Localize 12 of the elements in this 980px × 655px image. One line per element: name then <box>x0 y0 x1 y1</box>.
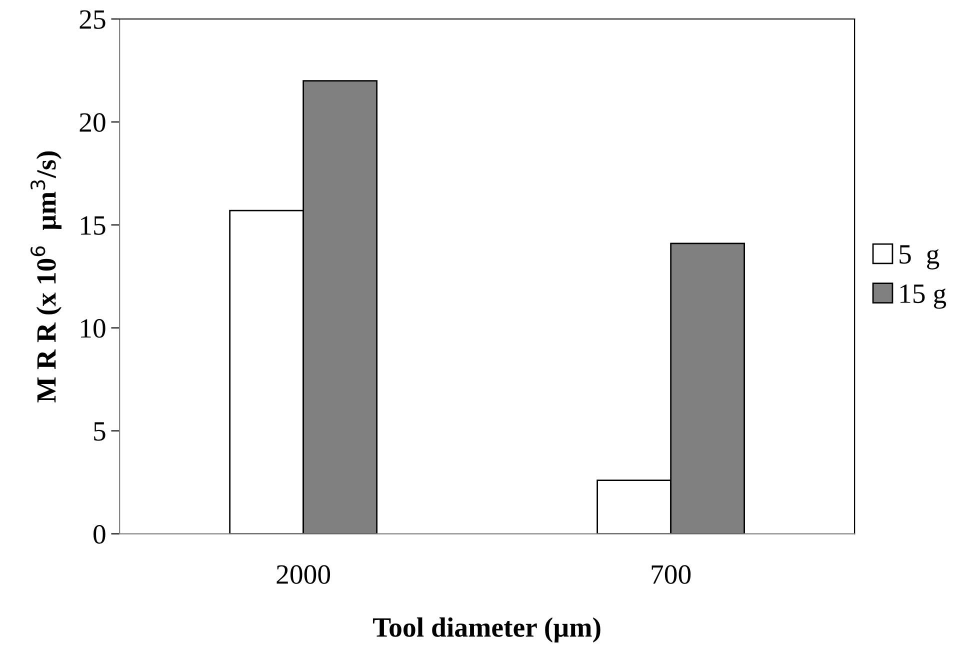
x-axis-title: Tool diameter (µm) <box>373 617 600 643</box>
x-tick-label: 700 <box>652 565 691 584</box>
y-tick-label: 20 <box>80 113 106 132</box>
y-tick-label: 15 <box>81 216 106 235</box>
y-tick-label: 0 <box>94 524 106 544</box>
y-tick-label: 5 <box>94 422 106 441</box>
legend-label: 15 g <box>900 284 946 309</box>
y-axis-title: M R R (x 10$^{6}$ µm$^{3}$/s) <box>30 151 62 402</box>
y-tick-label: 10 <box>81 319 106 338</box>
y-tick-label: 25 <box>80 10 106 29</box>
legend-label: 5 g <box>900 245 940 270</box>
x-tick-label: 2000 <box>276 565 330 584</box>
